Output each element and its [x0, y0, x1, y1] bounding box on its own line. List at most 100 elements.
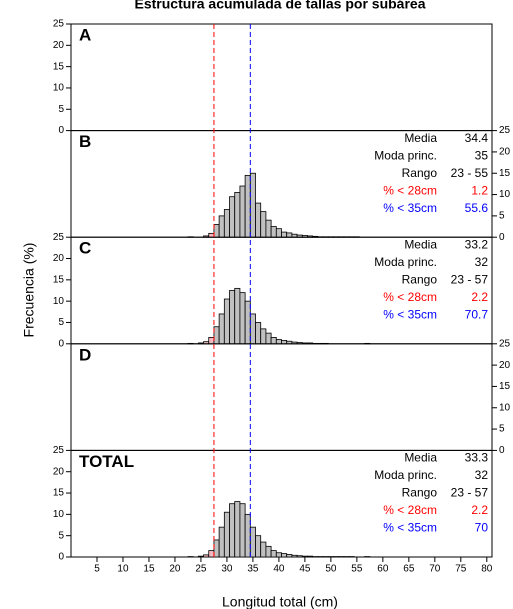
- y-tick-label: 15: [53, 274, 65, 285]
- histogram-bar: [307, 555, 314, 558]
- stat-label: % < 35cm: [383, 521, 437, 535]
- y-tick-label: 0: [58, 552, 64, 563]
- histogram-bar: [203, 554, 210, 558]
- y-tick-label: 25: [53, 19, 65, 30]
- y-tick-label: 5: [58, 317, 64, 328]
- stat-label: Media: [404, 237, 437, 251]
- y-tick-label: 10: [53, 509, 65, 520]
- histogram-bar: [260, 328, 267, 345]
- x-tick-label: 25: [195, 564, 207, 575]
- stat-label: % < 35cm: [383, 307, 437, 321]
- panel-label: D: [79, 345, 91, 364]
- x-tick-label: 65: [403, 564, 415, 575]
- y-tick-label: 20: [53, 466, 65, 477]
- histogram-bar: [249, 313, 256, 345]
- y-tick-label: 15: [499, 381, 511, 392]
- histogram-bar: [213, 224, 220, 238]
- histogram-bar: [270, 226, 277, 238]
- histogram-bar: [244, 174, 251, 238]
- y-tick-label: 20: [53, 40, 65, 51]
- stat-label: % < 28cm: [383, 183, 437, 197]
- panel-label: A: [79, 25, 91, 44]
- histogram-bar: [213, 326, 220, 345]
- y-tick-label: 25: [499, 125, 511, 136]
- stat-value: 23 - 55: [451, 166, 489, 180]
- stat-label: Media: [404, 451, 437, 465]
- y-tick-label: 20: [499, 360, 511, 371]
- histogram-bar: [296, 555, 303, 558]
- y-axis-label: Frecuencia (%): [21, 243, 37, 338]
- stat-label: % < 28cm: [383, 290, 437, 304]
- stat-label: Rango: [402, 486, 438, 500]
- x-axis-label: Longitud total (cm): [222, 594, 338, 609]
- x-tick-label: 55: [351, 564, 363, 575]
- x-tick-label: 45: [299, 564, 311, 575]
- stat-value: 70: [475, 521, 489, 535]
- histogram-bar: [244, 513, 251, 558]
- y-tick-label: 15: [499, 168, 511, 179]
- histogram-bar: [249, 526, 256, 558]
- histogram-bar: [260, 211, 267, 238]
- stat-label: Rango: [402, 166, 438, 180]
- histogram-bar: [255, 535, 262, 558]
- y-tick-label: 0: [499, 232, 505, 243]
- histogram-bar: [239, 503, 246, 558]
- panel-label: B: [79, 132, 91, 151]
- x-tick-label: 20: [169, 564, 181, 575]
- y-tick-label: 10: [499, 189, 511, 200]
- stat-value: 33.2: [465, 237, 489, 251]
- stat-label: Rango: [402, 272, 438, 286]
- histogram-bar: [213, 539, 220, 558]
- stat-label: % < 28cm: [383, 503, 437, 517]
- histogram-bar: [223, 298, 230, 345]
- stat-value: 70.7: [465, 307, 489, 321]
- x-tick-label: 15: [143, 564, 155, 575]
- y-tick-label: 10: [53, 83, 65, 94]
- y-tick-label: 10: [499, 402, 511, 413]
- histogram-bar: [208, 337, 215, 345]
- stat-label: Moda princ.: [374, 468, 437, 482]
- y-tick-label: 5: [499, 424, 505, 435]
- stat-value: 1.2: [471, 183, 488, 197]
- stat-value: 55.6: [465, 201, 489, 215]
- histogram-bar: [234, 192, 241, 238]
- histogram-bar: [301, 555, 308, 558]
- histogram-bar: [275, 339, 282, 345]
- histogram-bar: [234, 501, 241, 558]
- stat-label: % < 35cm: [383, 201, 437, 215]
- stat-value: 34.4: [465, 131, 489, 145]
- histogram-bar: [239, 292, 246, 345]
- histogram-bar: [281, 339, 288, 345]
- y-tick-label: 0: [58, 125, 64, 136]
- y-tick-label: 25: [53, 232, 65, 243]
- panel-label: C: [79, 239, 91, 258]
- histogram-bar: [255, 322, 262, 345]
- stat-value: 32: [475, 255, 489, 269]
- y-tick-label: 25: [53, 445, 65, 456]
- y-tick-label: 15: [53, 488, 65, 499]
- stat-value: 2.2: [471, 503, 488, 517]
- x-tick-label: 60: [377, 564, 389, 575]
- histogram-bar: [208, 232, 215, 238]
- histogram-bar: [244, 300, 251, 345]
- stat-label: Media: [404, 131, 437, 145]
- stat-value: 32: [475, 468, 489, 482]
- histogram-bar: [223, 209, 230, 238]
- histogram-bar: [270, 337, 277, 345]
- histogram-bar: [286, 554, 293, 558]
- stat-value: 35: [475, 148, 489, 162]
- stat-value: 23 - 57: [451, 486, 489, 500]
- histogram-bar: [291, 554, 298, 558]
- x-tick-label: 35: [247, 564, 259, 575]
- y-tick-label: 20: [53, 253, 65, 264]
- y-tick-label: 0: [499, 445, 505, 456]
- histogram-bar: [286, 232, 293, 238]
- stat-value: 33.3: [465, 451, 489, 465]
- histogram-bar: [281, 553, 288, 558]
- y-tick-label: 25: [499, 338, 511, 349]
- histogram-bar: [234, 287, 241, 345]
- histogram-bar: [218, 215, 225, 238]
- y-tick-label: 15: [53, 61, 65, 72]
- histogram-bar: [275, 228, 282, 238]
